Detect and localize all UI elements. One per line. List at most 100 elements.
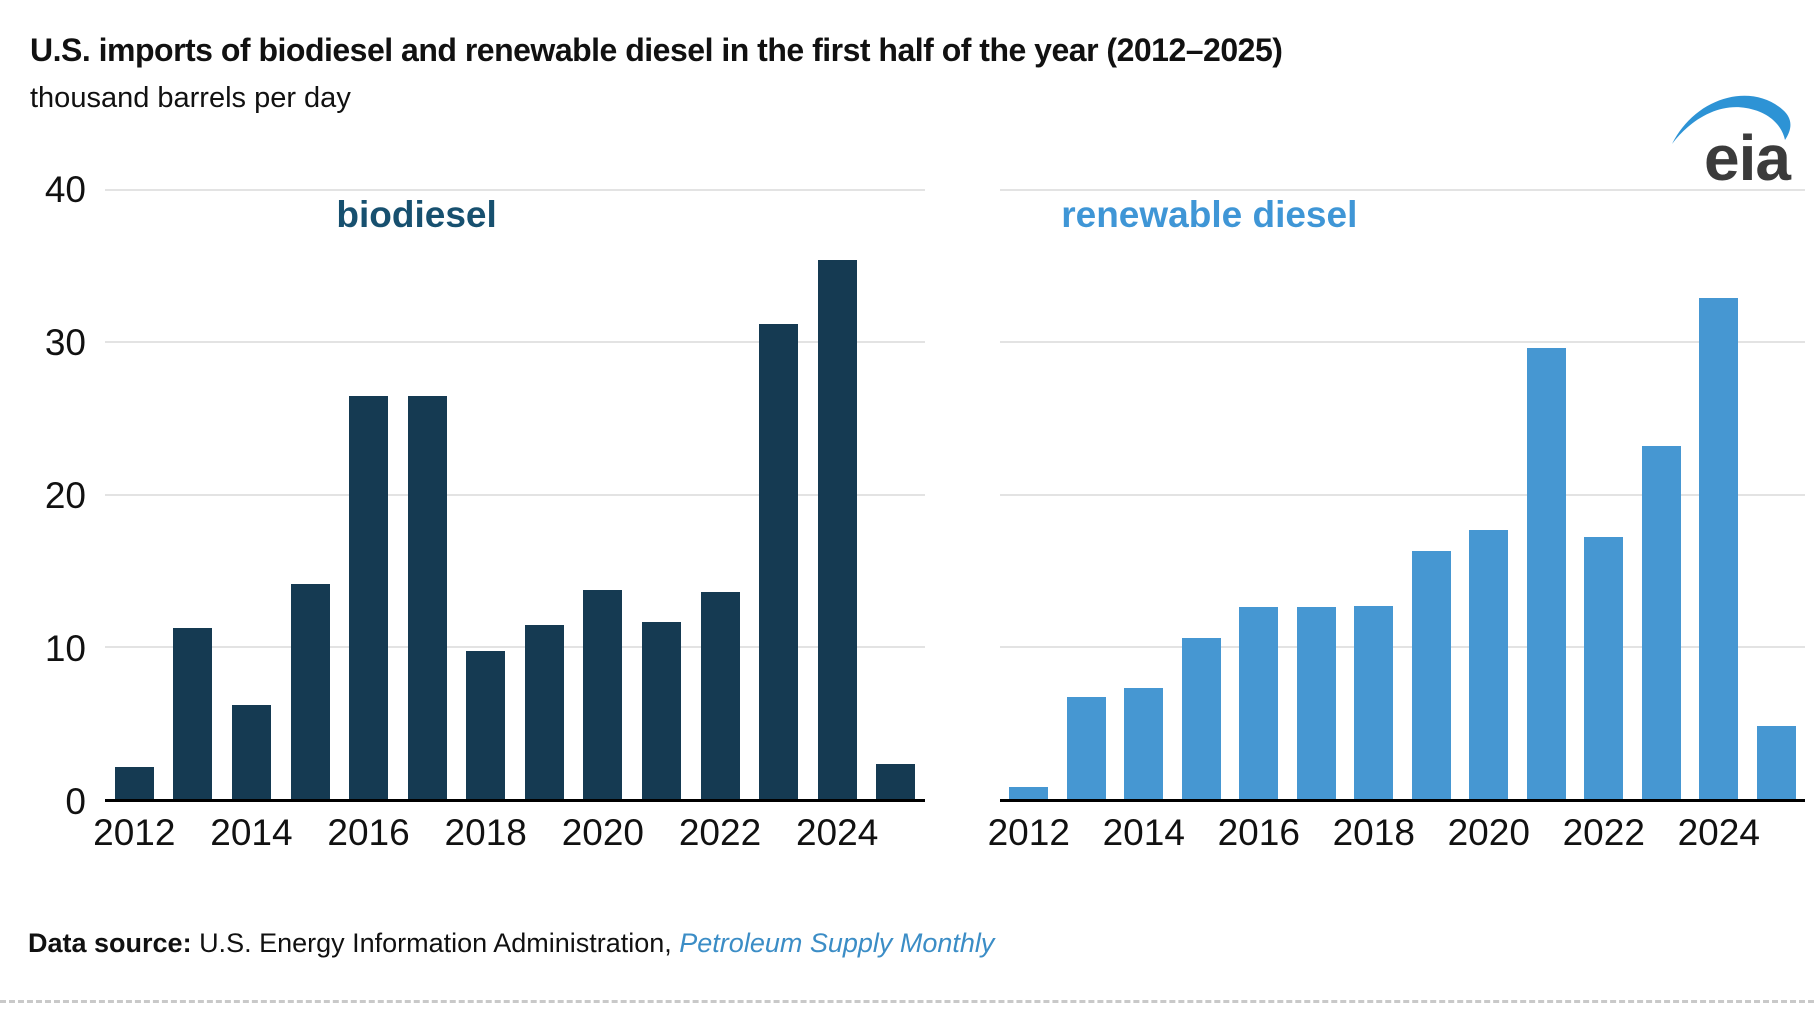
renewable-diesel-bar-2022 — [1584, 537, 1624, 799]
x-tick-label-2016: 2016 — [327, 812, 410, 853]
biodiesel-bar-2013 — [173, 628, 213, 799]
bar-slot-2020 — [1460, 190, 1518, 799]
renewable-diesel-bar-2025 — [1756, 725, 1796, 799]
gridline-30 — [1000, 341, 1805, 344]
gridline-10 — [105, 645, 925, 648]
bar-slot-2019 — [1403, 190, 1461, 799]
bar-slot-2025 — [867, 190, 926, 799]
x-tick-label-2018: 2018 — [444, 812, 527, 853]
bar-slot-2016 — [339, 190, 398, 799]
bar-slot-2014 — [1115, 190, 1173, 799]
biodiesel-bar-2018 — [466, 651, 506, 799]
renewable-diesel-bar-2018 — [1354, 605, 1394, 799]
renewable-diesel-bar-2012 — [1009, 786, 1049, 799]
bar-slot-2022 — [1575, 190, 1633, 799]
chart-renewable-diesel: renewable diesel 2012 2014 2016 2018 2020 202… — [988, 189, 1805, 853]
bar-slot-2025 — [1748, 190, 1806, 799]
data-source-prefix: Data source: — [28, 928, 200, 958]
page-subtitle: thousand barrels per day — [30, 82, 351, 114]
renewable-diesel-bar-2021 — [1526, 348, 1566, 799]
biodiesel-bar-2020 — [583, 590, 623, 799]
bar-slot-2015 — [281, 190, 340, 799]
renewable-diesel-bar-2017 — [1296, 607, 1336, 799]
x-tick-label-2022: 2022 — [678, 812, 762, 853]
x-tick-label-2012: 2012 — [93, 812, 176, 853]
y-tick-label-30: 30 — [44, 322, 86, 363]
biodiesel-bar-2014 — [231, 704, 271, 799]
gridline-20 — [105, 493, 925, 496]
gridline-20 — [1000, 493, 1805, 496]
renewable-diesel-bar-2020 — [1469, 529, 1509, 799]
renewable-diesel-bars — [1000, 190, 1805, 799]
x-tick-label-2012: 2012 — [987, 812, 1070, 853]
renewable-diesel-bar-2016 — [1239, 607, 1279, 799]
bar-slot-2018 — [456, 190, 515, 799]
bar-slot-2021 — [1518, 190, 1576, 799]
biodiesel-bar-2017 — [407, 395, 447, 799]
x-tick-label-2024: 2024 — [795, 812, 879, 853]
bar-slot-2018 — [1345, 190, 1403, 799]
biodiesel-bar-2025 — [876, 763, 916, 799]
bottom-dashed-divider — [0, 1000, 1814, 1003]
data-source-publication-link[interactable]: Petroleum Supply Monthly — [679, 928, 995, 958]
renewable-diesel-chart-title: renewable diesel — [1061, 194, 1358, 235]
bar-slot-2014 — [222, 190, 281, 799]
renewable-diesel-bar-2024 — [1699, 298, 1739, 799]
x-tick-label-2014: 2014 — [1102, 812, 1185, 853]
bar-slot-2013 — [1058, 190, 1116, 799]
biodiesel-bar-2024 — [817, 260, 857, 799]
biodiesel-x-axis-labels: 2012 2014 2016 2018 2020 2022 2024 — [93, 812, 925, 862]
renewable-diesel-x-axis-labels: 2012 2014 2016 2018 2020 2022 2024 — [988, 812, 1805, 862]
renewable-diesel-bar-2015 — [1181, 637, 1221, 799]
bar-slot-2013 — [164, 190, 223, 799]
bar-slot-2023 — [1633, 190, 1691, 799]
bar-slot-2012 — [1000, 190, 1058, 799]
bar-slot-2016 — [1230, 190, 1288, 799]
renewable-diesel-plot-area: renewable diesel — [1000, 189, 1805, 802]
bar-slot-2024 — [1690, 190, 1748, 799]
page-title: U.S. imports of biodiesel and renewable … — [30, 32, 1283, 68]
bar-slot-2015 — [1173, 190, 1231, 799]
x-tick-label-2014: 2014 — [210, 812, 293, 853]
x-tick-label-2024: 2024 — [1677, 812, 1760, 853]
bar-slot-2022 — [691, 190, 750, 799]
renewable-diesel-bar-2014 — [1124, 687, 1164, 799]
biodiesel-bar-2012 — [114, 767, 154, 799]
y-axis-labels: 40 30 20 10 0 — [14, 169, 86, 822]
x-tick-label-2020: 2020 — [1447, 812, 1530, 853]
y-tick-label-10: 10 — [44, 628, 86, 669]
x-tick-label-2022: 2022 — [1562, 812, 1645, 853]
chart-biodiesel: biodiesel 2012 2014 2016 2018 2020 2022 2024 — [93, 189, 925, 853]
biodiesel-chart-title: biodiesel — [336, 194, 497, 235]
bar-slot-2024 — [808, 190, 867, 799]
eia-logo: eia — [1666, 84, 1796, 194]
bar-slot-2017 — [398, 190, 457, 799]
x-tick-label-2016: 2016 — [1217, 812, 1300, 853]
biodiesel-bar-2016 — [349, 395, 389, 799]
y-tick-label-0: 0 — [65, 781, 86, 822]
biodiesel-bar-2019 — [524, 625, 564, 799]
biodiesel-bar-2023 — [759, 323, 799, 799]
bar-slot-2019 — [515, 190, 574, 799]
bar-slot-2023 — [749, 190, 808, 799]
bar-slot-2021 — [632, 190, 691, 799]
x-tick-label-2020: 2020 — [561, 812, 644, 853]
bar-slot-2012 — [105, 190, 164, 799]
biodiesel-bar-2022 — [700, 591, 740, 799]
bar-slot-2020 — [574, 190, 633, 799]
bar-slot-2017 — [1288, 190, 1346, 799]
eia-logo-text: eia — [1704, 122, 1791, 194]
gridline-40 — [1000, 189, 1805, 191]
biodiesel-bar-2015 — [290, 584, 330, 799]
biodiesel-bars — [105, 190, 925, 799]
y-tick-label-40: 40 — [44, 169, 86, 210]
renewable-diesel-bar-2013 — [1066, 697, 1106, 799]
gridline-40 — [105, 189, 925, 191]
renewable-diesel-bar-2023 — [1641, 445, 1681, 799]
biodiesel-bar-2021 — [641, 622, 681, 799]
renewable-diesel-bar-2019 — [1411, 550, 1451, 799]
gridline-10 — [1000, 645, 1805, 648]
data-source-line: Data source: U.S. Energy Information Adm… — [28, 928, 994, 959]
gridline-30 — [105, 341, 925, 344]
